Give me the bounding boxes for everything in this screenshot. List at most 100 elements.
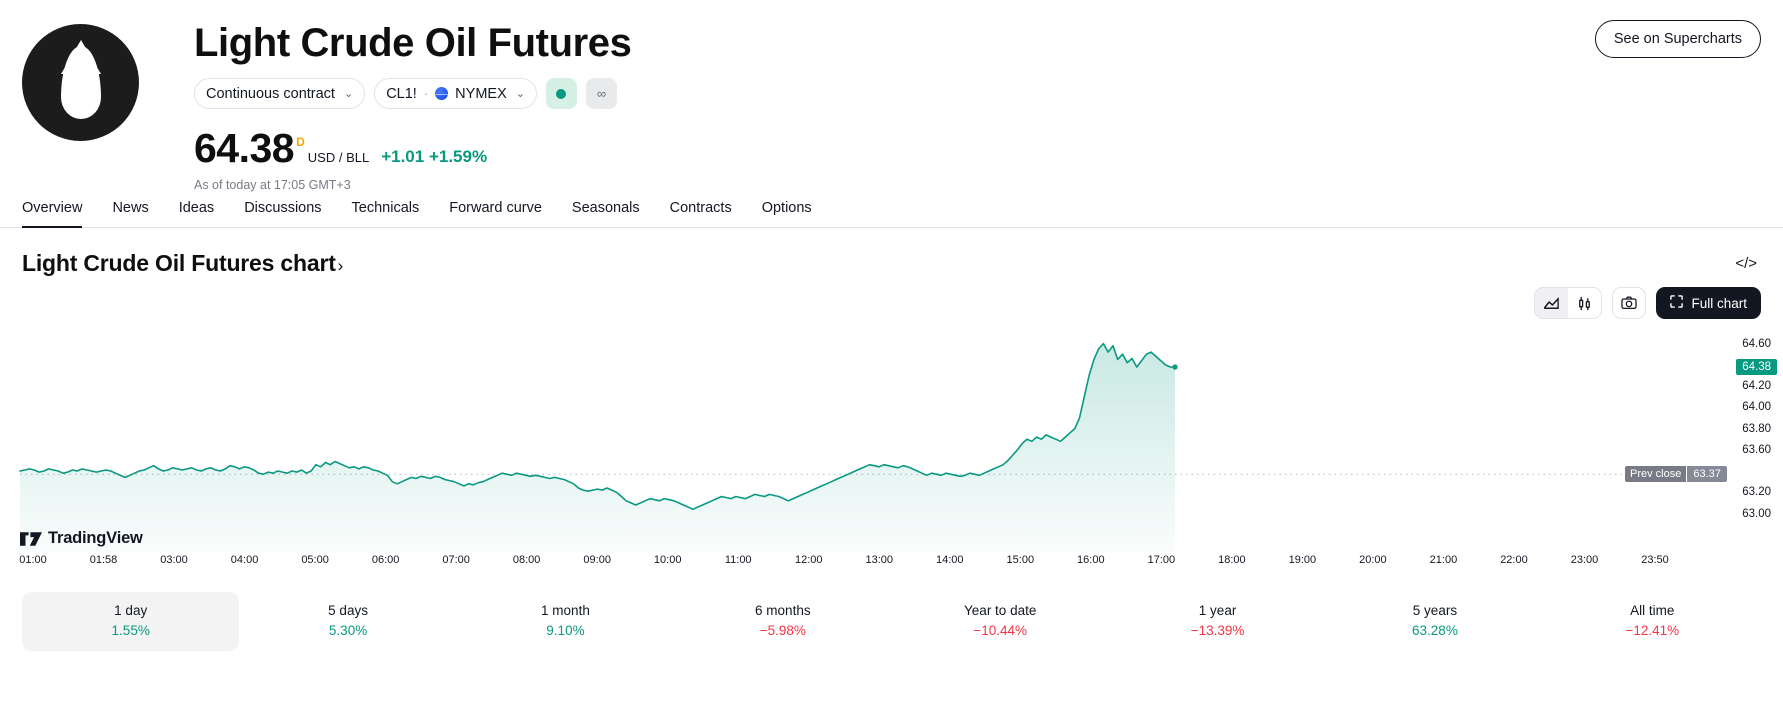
price-block: 64.38 D USD / BLL +1.01 +1.59%	[194, 125, 1761, 172]
tab-label: Options	[761, 200, 812, 216]
period-1-day[interactable]: 1 day 1.55%	[22, 592, 240, 651]
tab-label: Technicals	[351, 200, 420, 216]
tradingview-logo-icon	[20, 531, 42, 546]
chevron-down-icon: ⌄	[343, 88, 354, 101]
period-label: 6 months	[755, 603, 811, 618]
period-change-value: 1.55%	[111, 623, 150, 638]
price-chart[interactable]: 64.60 64.20 64.00 63.80 63.60 63.20 63.00 64.38…	[0, 327, 1783, 552]
period-performance-bar: 1 day 1.55% 5 days 5.30% 1 month 9.10% 6 month…	[22, 592, 1761, 651]
tab-label: News	[112, 200, 149, 216]
tab-ideas[interactable]: Ideas	[179, 200, 214, 227]
see-on-supercharts-button[interactable]: See on Supercharts	[1594, 20, 1761, 58]
time-axis-tick: 01:00	[19, 554, 47, 566]
time-axis-tick: 14:00	[936, 554, 964, 566]
tab-contracts[interactable]: Contracts	[670, 200, 732, 227]
tab-overview[interactable]: Overview	[22, 200, 83, 228]
code-embed-icon[interactable]: </>	[1735, 255, 1757, 272]
period-label: 5 days	[328, 603, 368, 618]
tab-options[interactable]: Options	[762, 200, 812, 227]
tradingview-watermark: TradingView	[20, 529, 143, 548]
instrument-header: Light Crude Oil Futures Continuous contr…	[0, 0, 1783, 192]
period-change-value: −5.98%	[759, 623, 806, 638]
time-axis-tick: 05:00	[301, 554, 329, 566]
chart-title-link[interactable]: Light Crude Oil Futures chart ›	[22, 250, 343, 277]
price-currency: USD / BLL	[307, 150, 370, 166]
tab-news[interactable]: News	[112, 200, 148, 227]
time-axis-tick: 23:00	[1570, 554, 1599, 566]
last-price-dot	[1172, 364, 1178, 370]
period-year-to-date[interactable]: Year to date −10.44%	[892, 592, 1109, 651]
time-axis-tick: 22:00	[1500, 554, 1528, 566]
price-line	[19, 342, 1176, 511]
time-axis-tick: 19:00	[1288, 554, 1317, 566]
exchange-globe-icon	[435, 87, 449, 101]
chevron-right-icon: ›	[337, 256, 344, 275]
time-axis-tick: 20:00	[1359, 554, 1387, 566]
time-axis-tick: 13:00	[865, 554, 894, 566]
chart-header: Light Crude Oil Futures chart › </>	[0, 228, 1783, 277]
oil-drop-icon	[22, 24, 139, 141]
period-change-value: −10.44%	[973, 623, 1028, 638]
contract-type-dropdown[interactable]: Continuous contract ⌄	[194, 78, 366, 110]
tab-seasonals[interactable]: Seasonals	[572, 200, 640, 227]
price-chart-svg	[19, 342, 1673, 552]
last-price: 64.38	[194, 125, 295, 172]
price-axis[interactable]: 64.60 64.20 64.00 63.80 63.60 63.20 63.00 64.38…	[1625, 327, 1783, 552]
time-axis-tick: 16:00	[1077, 554, 1105, 566]
camera-snapshot-icon[interactable]	[1612, 287, 1647, 319]
instrument-selectors: Continuous contract ⌄ CL1! · NYMEX ⌄ ∞	[194, 78, 1761, 110]
price-axis-tick: 63.20	[1742, 486, 1771, 499]
period-5-days[interactable]: 5 days 5.30%	[239, 592, 456, 651]
tab-label: Seasonals	[571, 200, 640, 216]
period-label: All time	[1630, 603, 1675, 618]
time-axis-tick: 09:00	[583, 554, 611, 566]
section-tabs: Overview News Ideas Discussions Technicals Fo…	[0, 190, 1783, 228]
period-label: Year to date	[964, 603, 1037, 618]
price-axis-tick: 63.60	[1742, 443, 1771, 456]
price-axis-tick: 64.00	[1742, 401, 1771, 414]
period-change-value: 63.28%	[1412, 623, 1458, 638]
period-1-month[interactable]: 1 month 9.10%	[457, 592, 674, 651]
period-change-value: −12.41%	[1625, 623, 1680, 638]
chart-title-text: Light Crude Oil Futures chart	[22, 250, 336, 276]
period-all-time[interactable]: All time −12.41%	[1544, 592, 1761, 651]
tab-label: Discussions	[244, 200, 322, 216]
period-1-year[interactable]: 1 year −13.39%	[1109, 592, 1326, 651]
period-6-months[interactable]: 6 months −5.98%	[674, 592, 891, 651]
prev-close-label: Prev close	[1625, 466, 1687, 483]
tab-technicals[interactable]: Technicals	[352, 200, 420, 227]
time-axis-tick: 21:00	[1429, 554, 1458, 566]
area-chart-icon[interactable]	[1535, 288, 1569, 318]
page-title: Light Crude Oil Futures	[194, 21, 632, 65]
time-axis-tick: 11:00	[724, 554, 752, 566]
period-label: 1 year	[1198, 603, 1237, 618]
time-axis-tick: 12:00	[794, 554, 823, 566]
symbol-exchange-dropdown[interactable]: CL1! · NYMEX ⌄	[374, 78, 537, 110]
tab-label: Overview	[22, 200, 83, 216]
full-chart-button[interactable]: Full chart	[1656, 287, 1761, 319]
price-area-fill	[20, 343, 1175, 552]
tab-forward-curve[interactable]: Forward curve	[449, 200, 542, 227]
period-label: 1 month	[541, 603, 590, 618]
time-axis-tick: 06:00	[371, 554, 400, 566]
infinity-icon[interactable]: ∞	[585, 78, 617, 110]
time-axis-tick: 08:00	[512, 554, 541, 566]
market-open-dot-icon[interactable]	[545, 78, 577, 110]
exchange-label: NYMEX	[455, 85, 507, 102]
time-axis-tick: 17:00	[1147, 554, 1176, 566]
tab-discussions[interactable]: Discussions	[244, 200, 321, 227]
time-axis-tick: 10:00	[653, 554, 682, 566]
price-axis-tick: 64.20	[1742, 380, 1771, 393]
time-axis-tick: 07:00	[442, 554, 470, 566]
period-label: 1 day	[114, 603, 148, 618]
price-change: +1.01 +1.59%	[381, 147, 488, 167]
candlestick-chart-icon[interactable]	[1568, 288, 1602, 318]
time-axis-tick: 23:50	[1641, 554, 1669, 566]
price-axis-tick: 64.60	[1742, 337, 1771, 350]
price-delayed-marker: D	[296, 135, 305, 150]
period-5-years[interactable]: 5 years 63.28%	[1326, 592, 1543, 651]
expand-fullscreen-icon	[1670, 295, 1684, 311]
period-change-value: 9.10%	[546, 623, 585, 638]
time-axis-tick: 18:00	[1218, 554, 1246, 566]
symbol-label: CL1!	[386, 85, 417, 102]
